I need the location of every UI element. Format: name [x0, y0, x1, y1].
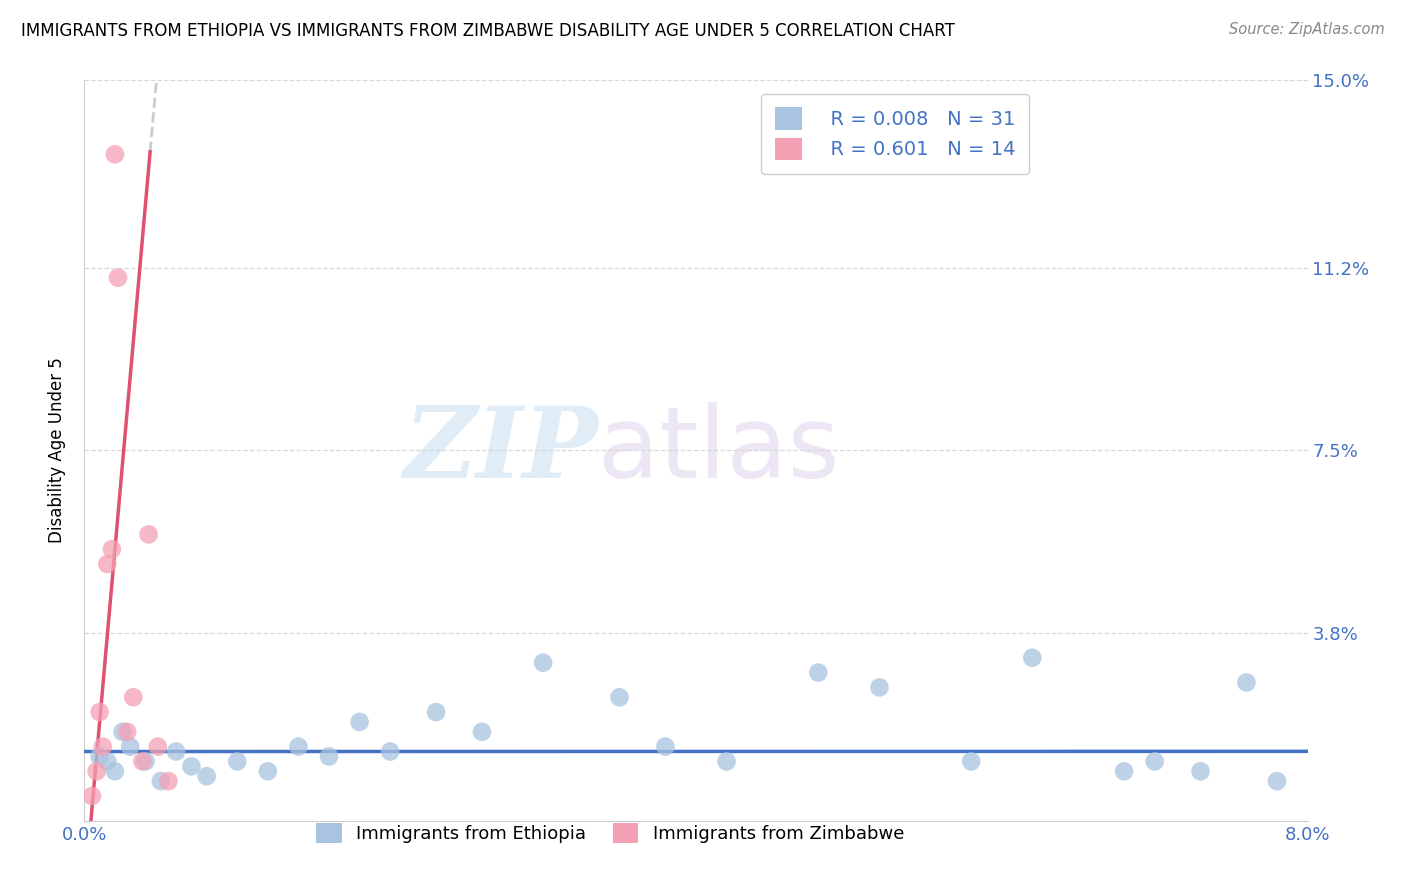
- Point: [1143, 755, 1166, 769]
- Point: [1021, 650, 1043, 665]
- Text: Source: ZipAtlas.com: Source: ZipAtlas.com: [1229, 22, 1385, 37]
- Point: [609, 690, 631, 705]
- Point: [131, 755, 153, 769]
- Text: atlas: atlas: [598, 402, 839, 499]
- Y-axis label: Disability Age Under 5: Disability Age Under 5: [48, 358, 66, 543]
- Point: [960, 755, 983, 769]
- Point: [111, 724, 134, 739]
- Point: [122, 690, 145, 705]
- Point: [807, 665, 830, 680]
- Point: [89, 705, 111, 719]
- Point: [195, 769, 218, 783]
- Point: [531, 656, 554, 670]
- Text: ZIP: ZIP: [404, 402, 598, 499]
- Point: [318, 749, 340, 764]
- Point: [654, 739, 676, 754]
- Point: [146, 739, 169, 754]
- Point: [138, 527, 160, 541]
- Point: [120, 739, 142, 754]
- Point: [104, 147, 127, 161]
- Point: [869, 681, 891, 695]
- Point: [257, 764, 280, 779]
- Point: [471, 724, 494, 739]
- Point: [1114, 764, 1136, 779]
- Point: [380, 745, 402, 759]
- Point: [135, 755, 157, 769]
- Point: [91, 739, 114, 754]
- Point: [287, 739, 309, 754]
- Point: [104, 764, 127, 779]
- Point: [165, 745, 187, 759]
- Point: [716, 755, 738, 769]
- Legend: Immigrants from Ethiopia, Immigrants from Zimbabwe: Immigrants from Ethiopia, Immigrants fro…: [304, 810, 917, 856]
- Point: [149, 774, 172, 789]
- Point: [96, 755, 118, 769]
- Point: [1236, 675, 1258, 690]
- Point: [180, 759, 202, 773]
- Point: [86, 764, 108, 779]
- Point: [89, 749, 111, 764]
- Text: IMMIGRANTS FROM ETHIOPIA VS IMMIGRANTS FROM ZIMBABWE DISABILITY AGE UNDER 5 CORR: IMMIGRANTS FROM ETHIOPIA VS IMMIGRANTS F…: [21, 22, 955, 40]
- Point: [115, 724, 138, 739]
- Point: [425, 705, 447, 719]
- Point: [349, 714, 371, 729]
- Point: [96, 557, 118, 571]
- Point: [1189, 764, 1212, 779]
- Point: [107, 270, 129, 285]
- Point: [1265, 774, 1288, 789]
- Point: [80, 789, 103, 803]
- Point: [226, 755, 249, 769]
- Point: [157, 774, 180, 789]
- Point: [101, 542, 124, 557]
